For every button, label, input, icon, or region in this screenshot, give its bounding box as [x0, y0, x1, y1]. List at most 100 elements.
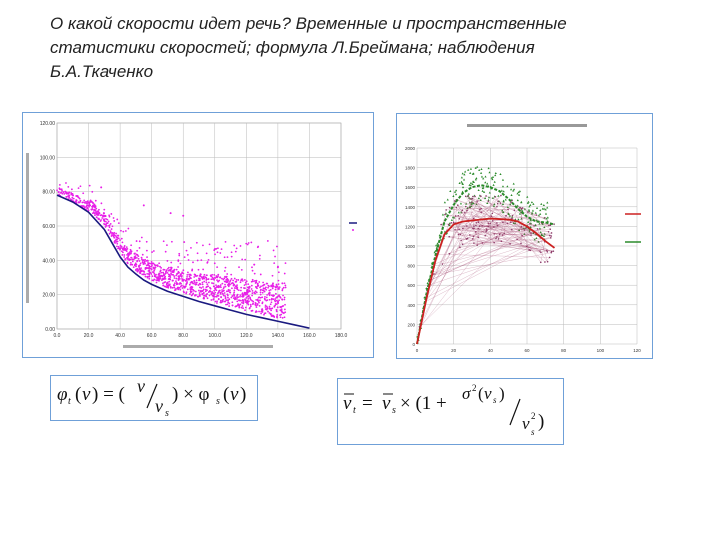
- svg-text:v: v: [82, 384, 91, 405]
- scatter-point: [213, 273, 216, 276]
- scatter-point: [144, 258, 147, 261]
- scatter-point: [162, 284, 165, 287]
- scatter-point: [153, 269, 156, 272]
- scatter-point: [140, 236, 143, 239]
- x-tick-label: 20.0: [84, 333, 94, 339]
- scatter-point: [141, 273, 144, 276]
- scatter-point: [140, 270, 143, 272]
- green-point: [509, 188, 513, 191]
- green-point: [480, 175, 484, 178]
- scatter-point: [103, 208, 106, 211]
- scatter-point: [65, 191, 68, 194]
- scatter-point: [116, 245, 118, 248]
- scatter-point: [232, 279, 235, 282]
- title-line-2: статистики скоростей; формула Л.Брейманa…: [50, 38, 535, 57]
- scatter-point: [98, 211, 100, 214]
- scatter-point: [130, 256, 133, 259]
- scatter-point: [145, 240, 148, 243]
- scatter-point: [219, 284, 222, 286]
- scatter-point: [251, 289, 254, 292]
- scatter-point: [211, 282, 213, 284]
- scatter-point: [170, 272, 172, 275]
- green-point: [475, 203, 478, 206]
- scatter-point: [219, 252, 222, 254]
- scatter-point: [245, 300, 248, 303]
- green-point: [506, 185, 509, 188]
- green-point: [459, 202, 463, 205]
- scatter-point: [212, 294, 215, 297]
- scatter-point: [156, 265, 159, 268]
- scatter-point: [223, 286, 225, 289]
- scatter-point: [233, 289, 236, 292]
- scatter-point: [221, 289, 223, 291]
- scatter-point: [262, 284, 265, 286]
- scatter-point: [136, 267, 139, 270]
- legend-point-swatch: [352, 229, 354, 231]
- green-point: [494, 172, 497, 175]
- scatter-point: [250, 280, 253, 283]
- green-point: [508, 214, 511, 217]
- svg-text:s: s: [165, 408, 169, 419]
- scatter-point: [185, 283, 188, 286]
- svg-text:v: v: [230, 384, 239, 405]
- slide-title: О какой скорости идет речь? Временные и …: [50, 12, 690, 84]
- scatter-point: [270, 294, 273, 297]
- scatter-point: [166, 282, 169, 285]
- scatter-point: [271, 307, 274, 310]
- scatter-point: [100, 214, 103, 216]
- scatter-point: [206, 289, 208, 292]
- y-tick-label: 40.00: [42, 258, 55, 264]
- scatter-point: [205, 279, 208, 281]
- scatter-point: [264, 304, 267, 307]
- scatter-point: [145, 264, 148, 267]
- scatter-point: [145, 259, 148, 262]
- scatter-point: [280, 305, 283, 308]
- scatter-point: [86, 203, 88, 205]
- scatter-point: [70, 188, 73, 191]
- scatter-point: [267, 310, 269, 313]
- scatter-point: [244, 258, 247, 261]
- scatter-point: [217, 273, 220, 276]
- scatter-point: [223, 292, 226, 294]
- scatter-point: [83, 206, 86, 209]
- scatter-point: [135, 253, 138, 256]
- scatter-point: [264, 296, 266, 298]
- scatter-point: [282, 312, 285, 315]
- scatter-point: [61, 189, 63, 192]
- scatter-point: [256, 285, 259, 288]
- scatter-point: [256, 246, 259, 249]
- scatter-point: [118, 248, 121, 251]
- scatter-point: [267, 286, 269, 289]
- scatter-point: [208, 243, 211, 246]
- scatter-point: [251, 309, 254, 312]
- green-point: [501, 178, 505, 181]
- formula-2-svg: v t = v s × (1 + σ 2 ( v s ) v s 2 ): [343, 383, 544, 437]
- scatter-point: [247, 298, 250, 300]
- scatter-point: [275, 303, 278, 306]
- scatter-point: [128, 259, 130, 261]
- scatter-point: [257, 299, 260, 302]
- svg-text:2: 2: [472, 383, 477, 393]
- scatter-point: [193, 273, 196, 276]
- y-axis-title-blur: [26, 153, 29, 303]
- scatter-point: [164, 272, 167, 275]
- green-point: [546, 216, 549, 219]
- scatter-point: [276, 266, 279, 269]
- scatter-point: [122, 230, 125, 233]
- scatter-point: [113, 220, 116, 222]
- scatter-point: [77, 187, 80, 190]
- scatter-point: [261, 301, 264, 304]
- svg-text:2: 2: [531, 411, 536, 421]
- green-point: [537, 214, 541, 217]
- scatter-point: [278, 286, 281, 289]
- scatter-point: [166, 260, 169, 262]
- model-line: [56, 194, 310, 329]
- title-line-3: Б.А.Ткаченко: [50, 62, 154, 81]
- scatter-point: [241, 301, 243, 304]
- scatter-point: [186, 273, 189, 276]
- green-point: [534, 211, 537, 214]
- scatter-point: [238, 305, 241, 308]
- scatter-point: [251, 278, 254, 281]
- scatter-point: [101, 215, 104, 217]
- scatter-point: [130, 244, 133, 247]
